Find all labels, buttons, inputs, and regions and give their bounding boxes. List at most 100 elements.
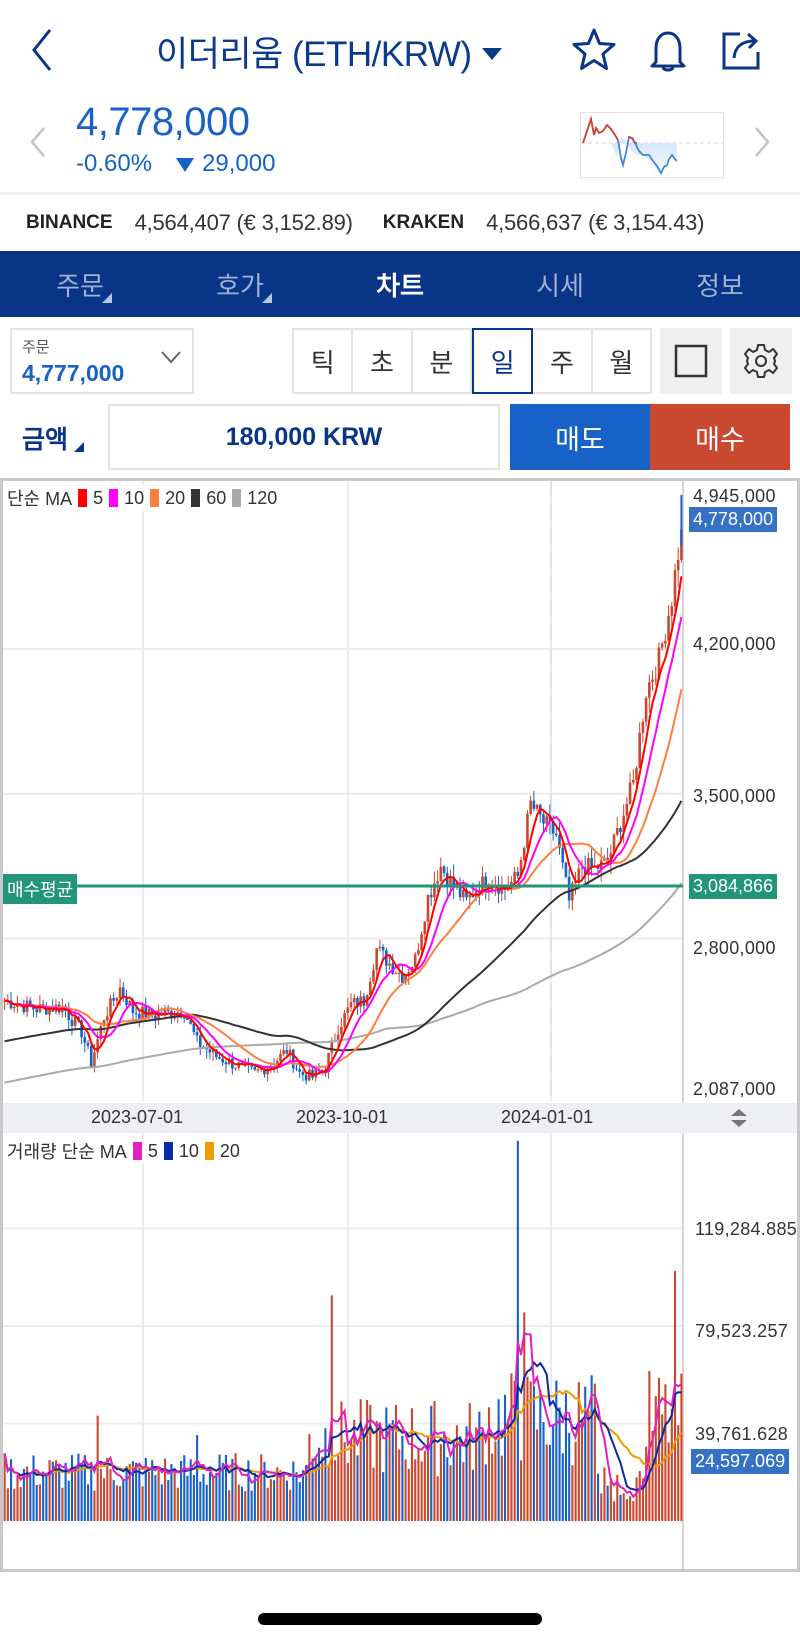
tab-order[interactable]: 주문	[0, 251, 160, 317]
caret-down-icon	[481, 47, 502, 60]
back-button[interactable]	[24, 22, 64, 78]
price-legend: 단순 MA 5 10 20 60 120	[7, 485, 278, 511]
period-month[interactable]: 월	[609, 347, 634, 378]
tab-label: 시세	[536, 270, 584, 301]
favorite-button[interactable]	[570, 26, 618, 74]
legend-label: 10	[178, 1140, 199, 1161]
period-selector: 틱 초 분 일 주 월	[292, 328, 652, 394]
tab-label: 주문	[56, 270, 104, 301]
legend-swatch	[109, 489, 119, 507]
share-button[interactable]	[718, 26, 766, 74]
legend-swatch	[191, 489, 201, 507]
x-tick: 2023-07-01	[91, 1107, 184, 1127]
sparkline-chart[interactable]	[580, 112, 724, 178]
y-tick: 2,087,000	[693, 1079, 776, 1099]
order-select-value: 4,777,000	[22, 360, 125, 386]
tab-label: 호가	[216, 270, 264, 301]
buy-button[interactable]: 매수	[650, 404, 790, 470]
divider	[0, 192, 800, 195]
y-tick: 2,800,000	[693, 938, 776, 958]
tab-label: 차트	[376, 270, 424, 301]
page-title: 이더리움 (ETH/KRW)	[156, 35, 472, 74]
exchange-prices: BINANCE 4,564,407 (€ 3,152.89) KRAKEN 4,…	[0, 195, 800, 251]
tab-chart[interactable]: 차트	[320, 251, 480, 317]
period-day[interactable]: 일	[471, 328, 534, 394]
tab-label: 정보	[696, 270, 744, 301]
square-icon	[674, 344, 708, 378]
price-volume-chart[interactable]	[3, 481, 797, 1569]
exchange-name: BINANCE	[26, 212, 113, 233]
order-price-select[interactable]: 주문 4,777,000	[10, 328, 194, 394]
x-tick: 2023-10-01	[296, 1107, 389, 1127]
current-price-tag: 4,778,000	[689, 507, 778, 532]
legend-label: 5	[147, 1140, 158, 1161]
star-icon	[572, 28, 616, 70]
current-volume-tag: 24,597.069	[691, 1449, 790, 1474]
volume-legend: 거래량 단순 MA 5 10 20	[7, 1138, 240, 1164]
legend-swatch	[163, 1142, 173, 1160]
share-icon	[722, 32, 760, 70]
period-tick[interactable]: 틱	[294, 330, 354, 392]
x-tick: 2024-01-01	[501, 1107, 594, 1127]
period-second[interactable]: 초	[353, 330, 413, 392]
legend-swatch	[150, 489, 160, 507]
y-tick: 119,284.885	[695, 1219, 798, 1239]
tab-info[interactable]: 정보	[640, 251, 800, 317]
sell-button[interactable]: 매도	[510, 404, 650, 470]
legend-swatch	[232, 489, 242, 507]
period-week[interactable]: 주	[533, 330, 593, 392]
date-axis[interactable]: 2023-07-01 2023-10-01 2024-01-01	[3, 1103, 797, 1133]
sparkline-svg	[581, 115, 723, 175]
legend-swatch	[78, 489, 88, 507]
header: 이더리움 (ETH/KRW)	[0, 0, 800, 100]
corner-indicator-icon	[262, 293, 272, 303]
gear-icon	[744, 344, 778, 378]
corner-indicator-icon	[74, 442, 85, 452]
legend-swatch	[204, 1142, 214, 1160]
legend-label: 60	[206, 487, 227, 508]
period-minute[interactable]: 분	[413, 330, 472, 392]
avg-buy-label: 매수평균	[3, 874, 78, 904]
change-amount-wrap: 29,000	[176, 150, 275, 178]
chevron-down-icon	[161, 351, 181, 364]
back-arrow-icon	[32, 29, 52, 71]
legend-label: 20	[165, 487, 186, 508]
next-coin-button[interactable]	[750, 122, 774, 162]
alert-button[interactable]	[644, 26, 692, 74]
resize-handle-icon[interactable]	[729, 1108, 749, 1128]
exchange-name: KRAKEN	[382, 212, 465, 233]
main-tabs: 주문 호가 차트 시세 정보	[0, 251, 800, 317]
change-amount: 29,000	[202, 150, 276, 177]
legend-label: 120	[247, 487, 278, 508]
prev-coin-button[interactable]	[26, 122, 50, 162]
amount-label: 금액	[22, 426, 69, 454]
settings-button[interactable]	[730, 328, 792, 394]
legend-swatch	[132, 1142, 142, 1160]
avg-buy-price-tag: 3,084,866	[689, 874, 778, 899]
y-tick: 79,523.257	[695, 1321, 789, 1341]
amount-input[interactable]: 180,000 KRW	[108, 404, 500, 470]
order-select-label: 주문	[22, 339, 50, 356]
tab-orderbook[interactable]: 호가	[160, 251, 320, 317]
coin-selector[interactable]: 이더리움 (ETH/KRW)	[156, 26, 502, 77]
exchange-value: 4,564,407 (€ 3,152.89)	[134, 210, 353, 235]
down-triangle-icon	[176, 157, 195, 172]
y-tick: 4,200,000	[693, 634, 776, 654]
y-tick: 4,945,000	[693, 486, 776, 506]
y-tick: 39,761.628	[695, 1424, 789, 1444]
price-change: -0.60% 29,000	[76, 150, 275, 178]
home-indicator[interactable]	[258, 1613, 542, 1625]
current-price: 4,778,000	[76, 100, 250, 144]
y-tick: 3,500,000	[693, 786, 776, 806]
legend-title: 단순 MA	[7, 489, 73, 509]
exchange-value: 4,566,637 (€ 3,154.43)	[486, 210, 705, 235]
legend-label: 5	[93, 487, 104, 508]
chevron-left-icon	[30, 127, 45, 157]
amount-type-select[interactable]: 금액	[22, 420, 85, 456]
chart-area[interactable]: 단순 MA 5 10 20 60 120 4,945,000 4,778,000…	[0, 478, 800, 1572]
legend-title: 거래량 단순 MA	[7, 1142, 127, 1162]
legend-label: 10	[124, 487, 145, 508]
fullscreen-button[interactable]	[660, 328, 722, 394]
tab-quotes[interactable]: 시세	[480, 251, 640, 317]
bell-icon	[650, 31, 686, 72]
